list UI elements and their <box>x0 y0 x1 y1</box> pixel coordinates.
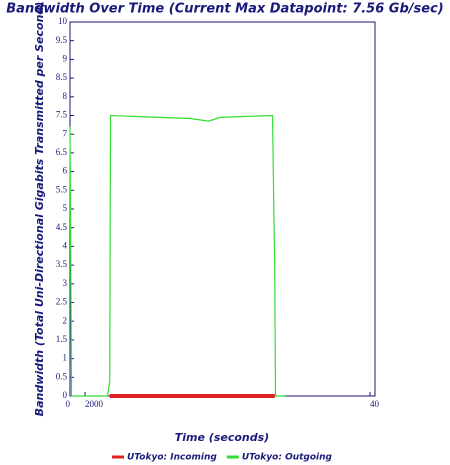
y-tick-label: 3.5 <box>56 259 68 269</box>
y-tick-label: 7.5 <box>56 110 68 120</box>
y-axis-title: Bandwidth (Total Uni-Directional Gigabit… <box>33 2 46 417</box>
y-tick-label: 10 <box>58 16 68 26</box>
y-tick-label: 2 <box>63 315 68 325</box>
x-tick-label: 0 <box>66 399 71 409</box>
y-tick-label: 6.5 <box>56 147 68 157</box>
x-tick-label: 40 <box>370 399 380 409</box>
y-tick-label: 4.5 <box>56 222 68 232</box>
y-tick-label: 5 <box>63 203 68 213</box>
x-tick-label: 2000 <box>85 399 104 409</box>
legend-label: UTokyo: Outgoing <box>242 453 333 463</box>
y-tick-label: 1.5 <box>56 334 68 344</box>
y-tick-label: 6 <box>63 166 68 176</box>
legend-label: UTokyo: Incoming <box>127 453 217 463</box>
plot-frame <box>69 21 376 397</box>
y-tick-label: 8 <box>63 91 68 101</box>
x-axis-title: Time (seconds) <box>175 431 269 444</box>
chart-title: Bandwidth Over Time (Current Max Datapoi… <box>6 2 443 17</box>
y-tick-label: 8.5 <box>56 72 68 82</box>
series-line <box>69 114 286 397</box>
y-tick-label: 7 <box>63 128 68 138</box>
y-tick-label: 9.5 <box>56 35 68 45</box>
y-tick-label: 0.5 <box>56 371 68 381</box>
y-tick-label: 9 <box>63 53 68 63</box>
y-tick-label: 1 <box>63 353 68 363</box>
y-tick-label: 5.5 <box>56 184 68 194</box>
y-tick-label: 0 <box>63 390 68 400</box>
y-tick-label: 3 <box>63 278 68 288</box>
y-tick-label: 2.5 <box>56 297 68 307</box>
y-tick-label: 4 <box>63 240 68 250</box>
